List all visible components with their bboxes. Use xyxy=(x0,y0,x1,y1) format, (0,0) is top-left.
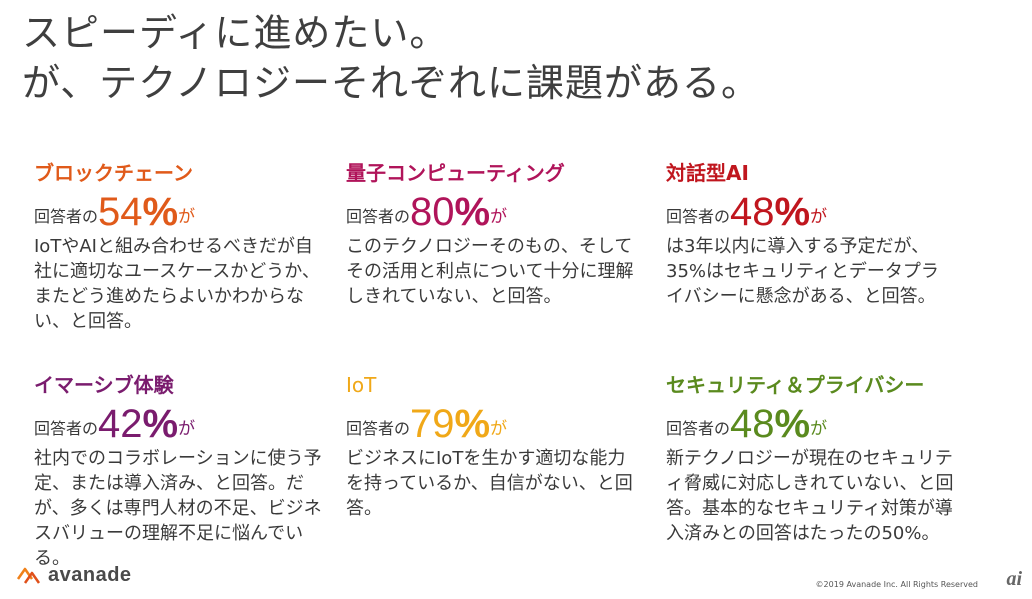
watermark-logo: ai xyxy=(1006,568,1022,590)
stat-suffix: が xyxy=(490,207,508,227)
card-security-privacy: セキュリティ＆プライバシー 回答者の 48 % が 新テクノロジーが現在のセキュ… xyxy=(666,372,956,546)
stat-percent: % xyxy=(454,402,491,446)
stat-percent: % xyxy=(774,402,811,446)
stat-line: 回答者の 54 % が xyxy=(34,190,324,232)
stat-suffix: が xyxy=(810,419,828,439)
stat-prefix: 回答者の xyxy=(346,419,411,438)
card-immersive: イマーシブ体験 回答者の 42 % が 社内でのコラボレーションに使う予定、また… xyxy=(34,372,324,571)
stat-suffix: が xyxy=(490,419,508,439)
stat-suffix: が xyxy=(178,207,196,227)
stat-number: 80 xyxy=(410,190,455,234)
stat-line: 回答者の 48 % が xyxy=(666,402,956,444)
stat-prefix: 回答者の xyxy=(346,207,411,226)
card-description: は3年以内に導入する予定だが、35%はセキュリティとデータプライバシーに懸念があ… xyxy=(666,236,939,307)
card-description: このテクノロジーそのもの、そしてその活用と利点について十分に理解しきれていない、… xyxy=(346,236,634,307)
card-description: 社内でのコラボレーションに使う予定、または導入済み、と回答。だが、多くは専門人材… xyxy=(34,448,322,569)
card-description: ビジネスにIoTを生かす適切な能力を持っているか、自信がない、と回答。 xyxy=(346,448,633,519)
stat-number: 48 xyxy=(730,190,775,234)
card-blockchain: ブロックチェーン 回答者の 54 % が IoTやAIと組み合わせるべきだが自社… xyxy=(34,160,324,334)
stat-number: 42 xyxy=(98,402,143,446)
stat-suffix: が xyxy=(178,419,196,439)
stat-line: 回答者の 42 % が xyxy=(34,402,324,444)
card-conversational-ai: 対話型AI 回答者の 48 % が は3年以内に導入する予定だが、35%はセキュ… xyxy=(666,160,946,309)
stat-prefix: 回答者の xyxy=(666,419,731,438)
stat-line: 回答者の 80 % が xyxy=(346,190,636,232)
stat-percent: % xyxy=(454,190,491,234)
card-quantum: 量子コンピューティング 回答者の 80 % が このテクノロジーそのもの、そして… xyxy=(346,160,636,309)
stat-percent: % xyxy=(774,190,811,234)
stat-line: 回答者の 48 % が xyxy=(666,190,946,232)
card-heading: ブロックチェーン xyxy=(34,161,193,185)
stat-number: 79 xyxy=(410,402,455,446)
card-description: IoTやAIと組み合わせるべきだが自社に適切なユースケースかどうか、またどう進め… xyxy=(34,236,320,332)
stat-prefix: 回答者の xyxy=(34,207,99,226)
avanade-logo: avanade xyxy=(16,564,132,587)
stat-number: 54 xyxy=(98,190,143,234)
card-heading: イマーシブ体験 xyxy=(34,373,174,397)
stat-suffix: が xyxy=(810,207,828,227)
title-line-1: スピーディに進めたい。 xyxy=(22,11,449,55)
copyright-text: ©2019 Avanade Inc. All Rights Reserved xyxy=(815,580,978,589)
avanade-logo-icon xyxy=(16,567,41,584)
card-description: 新テクノロジーが現在のセキュリティ脅威に対応しきれていない、と回答。基本的なセキ… xyxy=(666,448,954,544)
stat-prefix: 回答者の xyxy=(34,419,99,438)
stat-line: 回答者の 79 % が xyxy=(346,402,636,444)
card-heading: セキュリティ＆プライバシー xyxy=(666,373,925,397)
stat-percent: % xyxy=(142,190,179,234)
title-line-2: が、テクノロジーそれぞれに課題がある。 xyxy=(22,61,760,105)
stat-percent: % xyxy=(142,402,179,446)
card-heading: 対話型AI xyxy=(666,161,749,185)
stat-number: 48 xyxy=(730,402,775,446)
card-iot: IoT 回答者の 79 % が ビジネスにIoTを生かす適切な能力を持っているか… xyxy=(346,372,636,521)
logo-text: avanade xyxy=(48,564,132,586)
card-heading: IoT xyxy=(346,373,377,397)
card-heading: 量子コンピューティング xyxy=(346,161,565,185)
stat-prefix: 回答者の xyxy=(666,207,731,226)
slide-title: スピーディに進めたい。 が、テクノロジーそれぞれに課題がある。 xyxy=(22,8,760,108)
